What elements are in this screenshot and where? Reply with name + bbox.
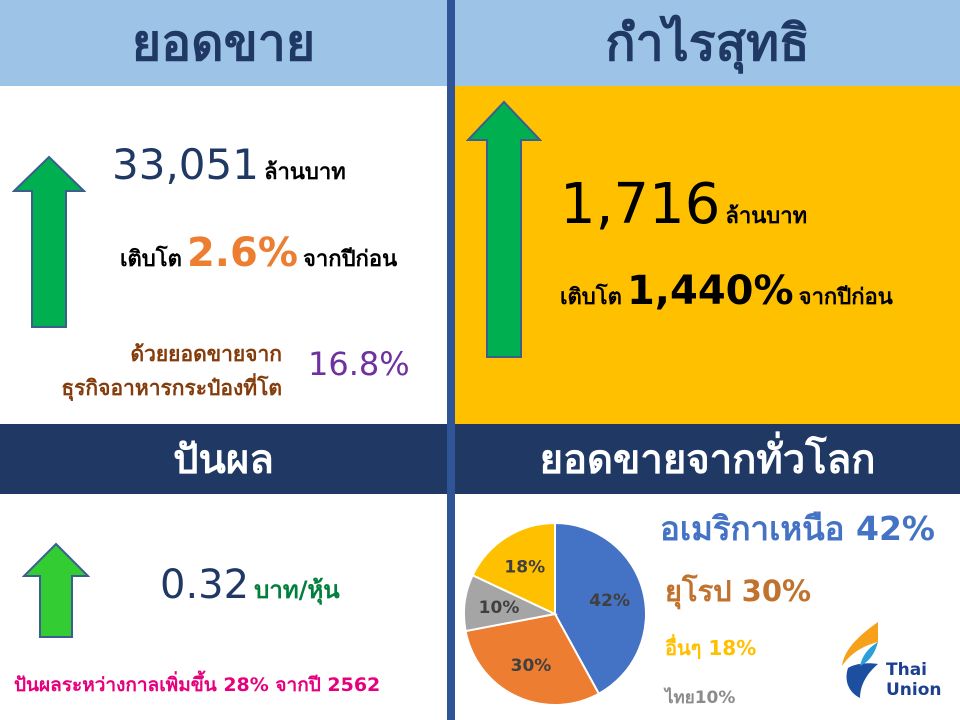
sales-note-line1: ด้วยยอดขายจาก	[130, 342, 282, 366]
dividend-value: 0.32	[160, 562, 250, 608]
pie-slice-europe	[464, 612, 601, 706]
logo-text: Thai Union	[886, 660, 942, 700]
logo-line2: Union	[886, 680, 942, 700]
sales-growth-prefix: เติบโต	[120, 247, 182, 272]
profit-growth-value: 1,440%	[626, 268, 794, 314]
legend-north-america: อเมริกาเหนือ 42%	[660, 509, 935, 548]
dividend-note: ปันผลระหว่างกาลเพิ่มขึ้น 28% จากปี 2562	[14, 674, 381, 696]
dividend-header: ปันผล	[0, 424, 447, 494]
sales-value-line: 33,051 ล้านบาท	[112, 140, 346, 189]
profit-growth-prefix: เติบโต	[560, 285, 622, 310]
global-header: ยอดขายจากทั่วโลก	[455, 424, 960, 494]
logo-line1: Thai	[886, 660, 927, 680]
sales-growth-value: 2.6%	[186, 230, 298, 276]
pie-label-europe: 30%	[511, 656, 552, 676]
sales-note-value: 16.8%	[308, 345, 410, 383]
profit-up-arrow-icon	[466, 100, 542, 358]
sales-growth-suffix: จากปีก่อน	[303, 247, 398, 272]
pie-slice-others	[471, 521, 556, 616]
sales-value: 33,051	[112, 140, 259, 189]
profit-value: 1,716	[560, 172, 721, 237]
pie-slice-north-america	[554, 521, 647, 696]
profit-panel	[455, 86, 960, 424]
dividend-value-line: 0.32 บาท/หุ้น	[160, 562, 340, 609]
dividend-header-title: ปันผล	[173, 437, 274, 483]
thai-union-logo-icon	[842, 622, 878, 698]
profit-value-line: 1,716 ล้านบาท	[560, 172, 807, 237]
pie-label-others: 18%	[504, 557, 545, 577]
profit-growth-suffix: จากปีก่อน	[798, 285, 893, 310]
global-header-title: ยอดขายจากทั่วโลก	[539, 437, 876, 483]
legend-thailand: ไทย10%	[665, 688, 736, 708]
profit-header: กำไรสุทธิ	[455, 0, 960, 86]
sales-up-arrow-icon	[12, 155, 86, 328]
legend-others: อื่นๆ 18%	[665, 636, 757, 660]
vertical-divider	[447, 0, 455, 720]
sales-unit: ล้านบาท	[264, 160, 346, 185]
sales-header-title: ยอดขาย	[131, 13, 316, 72]
pie-label-north-america: 42%	[589, 591, 630, 611]
dividend-unit: บาท/หุ้น	[254, 576, 340, 604]
global-sales-pie-chart: 42% 30% 10% 18%	[463, 521, 647, 706]
dividend-up-arrow-icon	[22, 542, 90, 638]
sales-growth-line: เติบโต 2.6% จากปีก่อน	[120, 230, 397, 276]
sales-note-line2: ธุรกิจอาหารกระป๋องที่โต	[61, 376, 282, 400]
profit-unit: ล้านบาท	[725, 204, 808, 229]
sales-header: ยอดขาย	[0, 0, 447, 86]
legend-europe: ยุโรป 30%	[665, 574, 812, 608]
pie-label-thailand: 10%	[479, 598, 520, 618]
profit-growth-line: เติบโต 1,440% จากปีก่อน	[560, 268, 893, 314]
profit-header-title: กำไรสุทธิ	[605, 13, 810, 72]
